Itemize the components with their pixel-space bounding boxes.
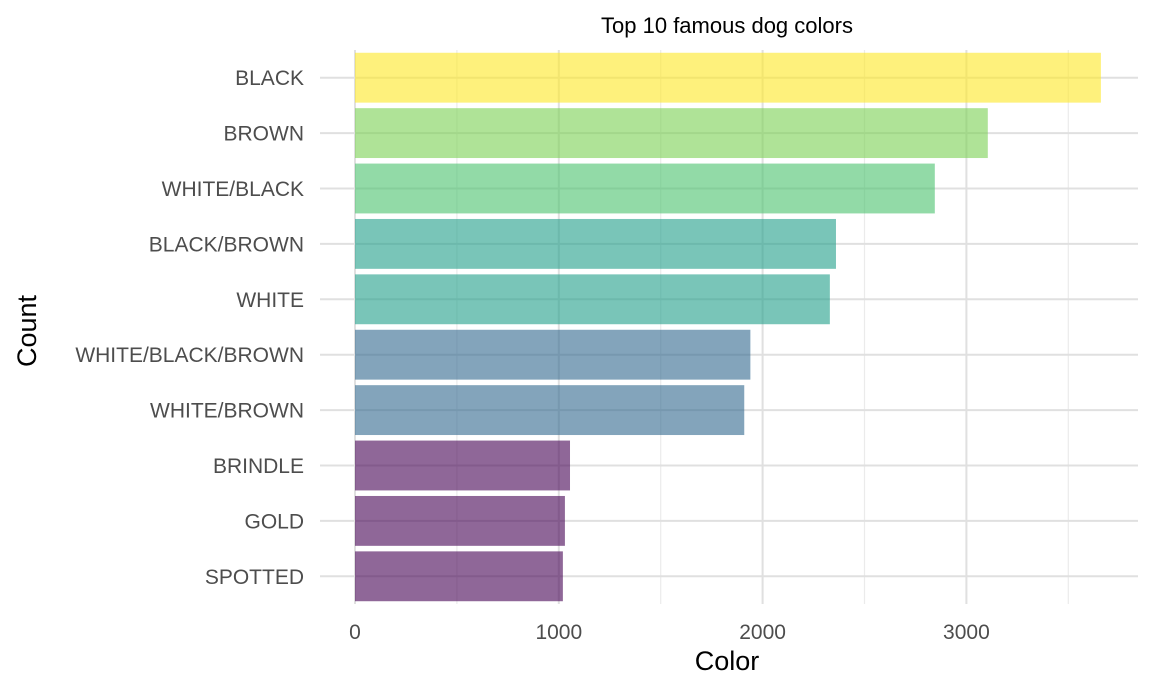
x-tick-label: 0 [349, 621, 361, 644]
x-tick-label: 2000 [739, 621, 786, 644]
chart-title: Top 10 famous dog colors [601, 13, 853, 38]
bar [355, 108, 988, 159]
bar [355, 495, 565, 546]
bar [355, 551, 563, 602]
bar [355, 163, 935, 214]
y-tick-label: GOLD [244, 510, 304, 533]
x-tick-label: 3000 [943, 621, 990, 644]
y-tick-label: BLACK [235, 67, 304, 90]
y-tick-label: BLACK/BROWN [149, 233, 304, 256]
bar [355, 440, 571, 491]
x-axis-tick-labels: 0 1000 2000 3000 [349, 621, 990, 644]
y-tick-label: WHITE/BROWN [150, 400, 304, 423]
y-tick-label: BRINDLE [213, 455, 304, 478]
y-tick-label: WHITE/BLACK [162, 178, 304, 201]
bar [355, 329, 751, 380]
bar [355, 274, 830, 325]
bar [355, 218, 836, 269]
y-tick-label: SPOTTED [205, 566, 304, 589]
y-tick-label: BROWN [224, 123, 305, 146]
y-axis-tick-labels: BLACK BROWN WHITE/BLACK BLACK/BROWN WHITE WHI… [75, 67, 304, 589]
bar [355, 52, 1101, 103]
x-axis-title: Color [695, 646, 760, 676]
y-tick-label: WHITE/BLACK/BROWN [75, 344, 304, 367]
bars [355, 52, 1101, 602]
x-tick-label: 1000 [535, 621, 582, 644]
y-tick-label: WHITE [236, 289, 304, 312]
y-axis-title: Count [12, 294, 42, 367]
bar [355, 385, 745, 436]
